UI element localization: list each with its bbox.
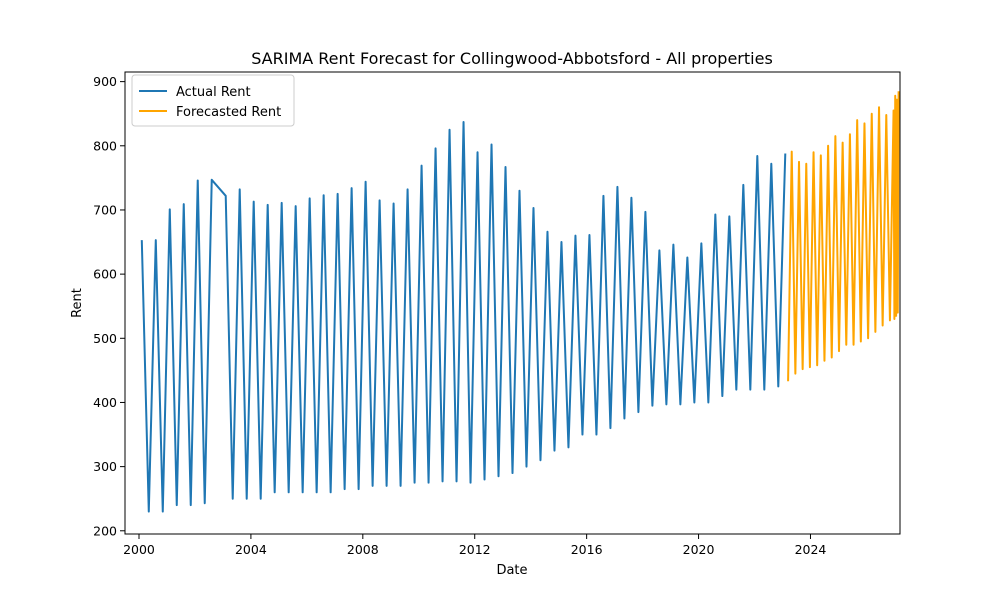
legend: Actual Rent Forecasted Rent bbox=[131, 74, 295, 127]
x-tick-label: 2020 bbox=[683, 542, 715, 557]
plot-frame bbox=[124, 71, 901, 535]
y-tick-label: 300 bbox=[93, 459, 117, 474]
legend-box bbox=[131, 74, 295, 127]
x-tick-label: 2024 bbox=[795, 542, 827, 557]
legend-label-actual: Actual Rent bbox=[176, 85, 251, 100]
x-tick-label: 2008 bbox=[347, 542, 379, 557]
legend-label-forecast: Forecasted Rent bbox=[176, 105, 281, 120]
x-axis: 2000 2004 2008 2012 2016 2020 2024 bbox=[123, 534, 826, 557]
x-tick-label: 2016 bbox=[571, 542, 603, 557]
y-axis: 200 300 400 500 600 700 800 900 bbox=[93, 74, 125, 538]
series-line-0 bbox=[140, 121, 787, 513]
chart-title: SARIMA Rent Forecast for Collingwood-Abb… bbox=[251, 49, 773, 68]
y-tick-label: 800 bbox=[93, 138, 117, 153]
y-tick-label: 600 bbox=[93, 267, 117, 282]
y-axis-label: Rent bbox=[70, 288, 85, 318]
y-tick-label: 200 bbox=[93, 523, 117, 538]
y-tick-label: 900 bbox=[93, 74, 117, 89]
y-tick-label: 400 bbox=[93, 395, 117, 410]
series-line-1 bbox=[787, 91, 900, 382]
x-tick-label: 2000 bbox=[123, 542, 155, 557]
x-tick-label: 2012 bbox=[459, 542, 491, 557]
plot-area bbox=[140, 91, 900, 513]
x-axis-label: Date bbox=[496, 563, 527, 578]
y-tick-label: 700 bbox=[93, 202, 117, 217]
y-tick-label: 500 bbox=[93, 331, 117, 346]
x-tick-label: 2004 bbox=[235, 542, 267, 557]
